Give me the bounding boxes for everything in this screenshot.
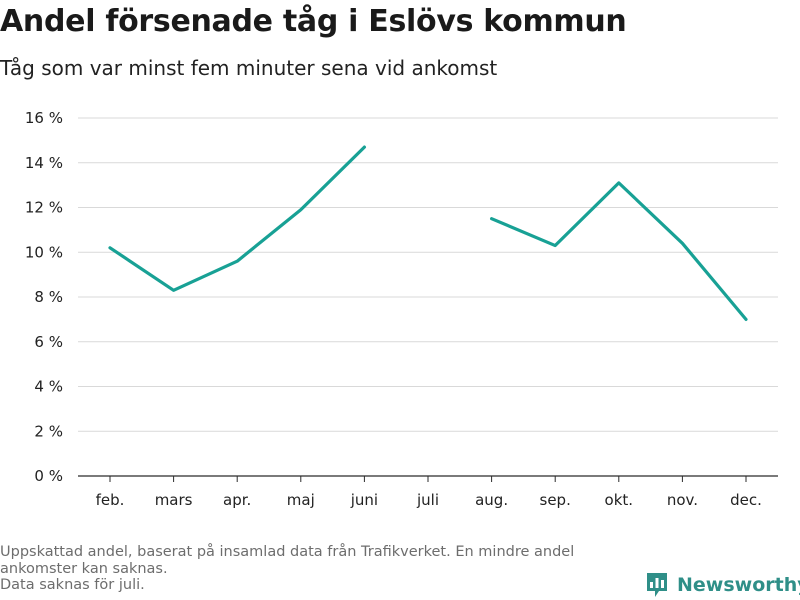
footnote-line: ankomster kan saknas. [0,560,168,577]
x-tick-label: juli [416,491,439,509]
brand-logo: Newsworthy [645,570,800,600]
series-line-segment [490,181,748,321]
x-tick-label: dec. [730,491,762,509]
x-tick-label: mars [155,491,193,509]
chart-subtitle: Tåg som var minst fem minuter sena vid a… [0,56,498,80]
footnote: Uppskattad andel, baserat på insamlad da… [0,544,640,594]
x-tick-label: sep. [540,491,571,509]
y-tick-label: 0 % [34,467,63,485]
line-chart: 0 % 2 % 4 % 6 % 8 % 10 % 12 % 14 % 16 % feb. mars a… [25,109,778,509]
series-line-segment [108,145,366,292]
y-tick-label: 10 % [25,243,63,261]
x-tick-label: maj [287,491,315,509]
x-tick-label: okt. [605,491,634,509]
x-tick-label: nov. [667,491,698,509]
y-tick-label: 8 % [34,288,63,306]
x-tick-label: aug. [475,491,508,509]
brand-name: Newsworthy [677,574,800,596]
x-tick-label: juni [350,491,378,509]
footnote-line: Data saknas för juli. [0,577,145,593]
y-tick-label: 14 % [25,154,63,172]
y-tick-label: 4 % [34,378,63,396]
y-tick-label: 16 % [25,109,63,127]
y-tick-label: 6 % [34,333,63,351]
y-tick-label: 12 % [25,199,63,217]
newsworthy-logo-icon [647,573,667,597]
x-tick-label: feb. [96,491,125,509]
chart-title: Andel försenade tåg i Eslövs kommun [0,4,627,39]
y-tick-label: 2 % [34,422,63,440]
footnote-line: Uppskattad andel, baserat på insamlad da… [0,544,575,560]
x-tick-label: apr. [223,491,251,509]
